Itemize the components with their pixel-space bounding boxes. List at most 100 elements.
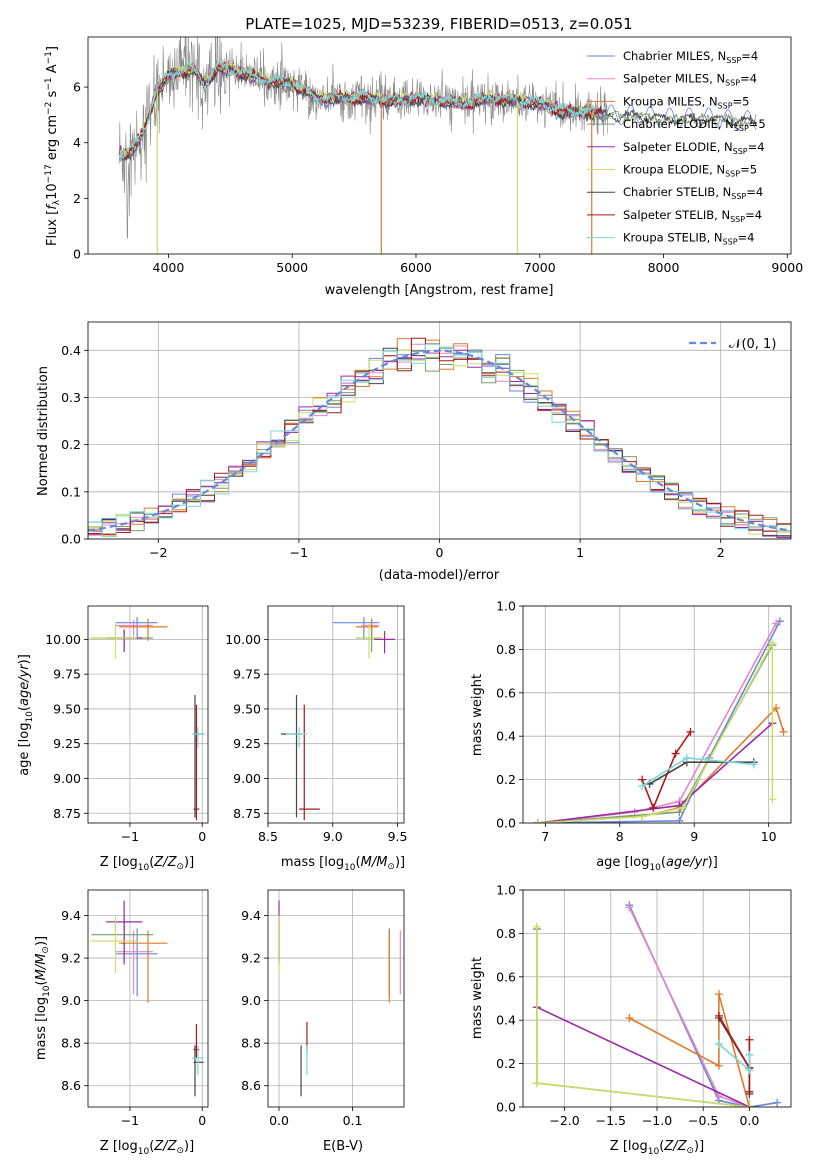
series-salpeter-miles [625,903,754,1107]
plot-area [533,617,788,823]
data-marker [714,1011,723,1020]
point-kroupa-miles [119,618,168,641]
y-axis-label: mass weight [470,674,485,756]
x-tick-label: 8 [616,829,624,844]
series-line [718,1017,751,1094]
x-tick-label: 10 [761,829,777,844]
legend-label: Salpeter ELODIE, NSSP=4 [623,140,765,156]
x-tick-label: 6000 [400,260,432,275]
series-kroupa-elodie [532,922,754,1107]
x-tick-label: 5000 [276,260,308,275]
data-marker [686,727,695,736]
figure-title: PLATE=1025, MJD=53239, FIBERID=0513, z=0… [245,15,632,33]
legend-label: Kroupa STELIB, NSSP=4 [623,231,754,247]
x-tick-label: 2 [717,545,725,560]
data-marker [749,760,758,769]
point-salpeter-elodie [106,900,143,965]
y-tick-label: 0.4 [496,1013,516,1028]
y-tick-label: 9.25 [53,736,81,751]
x-axis-label: wavelength [Angstrom, rest frame] [325,283,554,298]
point-salpeter-stelib [193,704,200,821]
y-tick-label: 8.75 [53,806,81,821]
y-tick-label: 9.2 [241,951,261,966]
data-marker [671,749,680,758]
point-chabrier-miles [115,928,158,997]
data-marker [772,619,781,628]
x-tick-label: −1.0 [642,1113,672,1128]
y-tick-label: 0.3 [61,390,81,405]
point-kroupa-elodie [356,624,382,659]
y-tick-label: 0 [73,247,81,262]
x-tick-label: 8.5 [258,829,278,844]
y-tick-label: 1.0 [496,599,516,614]
histogram-kroupa-stelib [88,343,791,538]
legend: Chabrier MILES, NSSP=4 Salpeter MILES, NS… [587,49,766,247]
plot-area [280,617,395,821]
series-line [628,993,751,1107]
x-tick-label: 7000 [524,260,556,275]
y-tick-label: 9.4 [61,908,81,923]
axis-label: Z [log10(Z/Z⊙)] [610,1139,704,1157]
y-axis-label: mass weight [470,957,485,1039]
y-tick-label: 9.75 [233,667,261,682]
data-marker [649,803,658,812]
y-tick-label: 1.0 [496,883,516,898]
x-tick-label: 7 [541,829,549,844]
mass-vs-EBV-panel: 0.0 0.1 8.6 8.8 9.0 9.2 9.4 E(B-V) [241,889,405,1154]
point-kroupa-stelib [286,727,307,748]
axis-label: Z [log10(Z/Z⊙)] [100,1139,194,1157]
y-tick-label: 8.75 [233,806,261,821]
series-line [641,731,692,810]
series-line [536,926,750,1107]
point-kroupa-stelib [192,727,206,748]
mass-vs-Z-panel: −1 0 8.6 8.8 9.0 9.2 9.4 Z [log10(Z/Z⊙)] mass [l… [34,889,209,1157]
x-axis-label: (data-model)/error [379,568,500,583]
x-tick-label: 4000 [153,260,185,275]
y-tick-label: 8.8 [241,1036,261,1051]
y-axis-label: Normed distribution [36,366,51,496]
point-chabrier-stelib [193,1045,204,1097]
data-marker [679,803,688,812]
axes-frame [87,321,792,540]
legend-label: Kroupa ELODIE, NSSP=5 [623,163,757,179]
x-tick-label: −2.0 [549,1113,579,1128]
point-salpeter-stelib [299,704,320,821]
x-tick-label: 0 [198,1113,206,1128]
point-salpeter-miles [115,619,154,637]
series-salpeter-miles [533,619,781,823]
data-marker [768,795,777,804]
legend-label: Chabrier MILES, NSSP=4 [623,49,758,65]
data-marker [745,1066,754,1075]
y-tick-label: 8.8 [61,1036,81,1051]
data-marker [625,903,634,912]
y-tick-label: 10.00 [225,632,261,647]
axes-frame [267,605,405,824]
point-chabrier-miles [332,617,380,640]
series-kroupa-miles [625,990,754,1107]
x-axis-label: E(B-V) [323,1139,363,1154]
residuals-panel: −2 −1 0 1 2 0.0 0.1 0.2 0.3 0.4 𝒩(0, 1) (data-model… [36,321,792,583]
x-tick-label: 8000 [648,260,680,275]
series-line [537,620,781,823]
data-marker [532,922,541,931]
y-tick-label: 9.4 [241,908,261,923]
model-salpeter-elodie [118,64,602,155]
legend-label: Chabrier STELIB, NSSP=4 [623,185,763,201]
data-marker [675,816,684,823]
plot-area [88,337,791,539]
data-marker [745,1103,754,1107]
data-marker [714,990,723,999]
y-tick-label: 0.2 [496,772,516,787]
axes-frame [87,605,209,824]
y-tick-label: 0.6 [496,685,516,700]
x-tick-label: −1 [290,545,308,560]
y-tick-label: 9.00 [233,771,261,786]
x-tick-label: 0.0 [269,1113,289,1128]
axis-label: mass [log10(M/M⊙)] [34,936,52,1060]
x-tick-label: 9.0 [323,829,343,844]
x-tick-label: 1 [576,545,584,560]
plot-area [90,617,206,821]
y-tick-label: 10.00 [45,632,81,647]
x-tick-label: −1.5 [596,1113,626,1128]
x-tick-label: 9 [690,829,698,844]
